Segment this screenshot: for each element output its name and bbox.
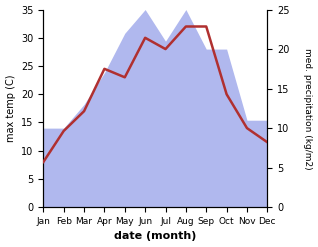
Y-axis label: med. precipitation (kg/m2): med. precipitation (kg/m2) xyxy=(303,48,313,169)
X-axis label: date (month): date (month) xyxy=(114,231,197,242)
Y-axis label: max temp (C): max temp (C) xyxy=(5,75,16,142)
